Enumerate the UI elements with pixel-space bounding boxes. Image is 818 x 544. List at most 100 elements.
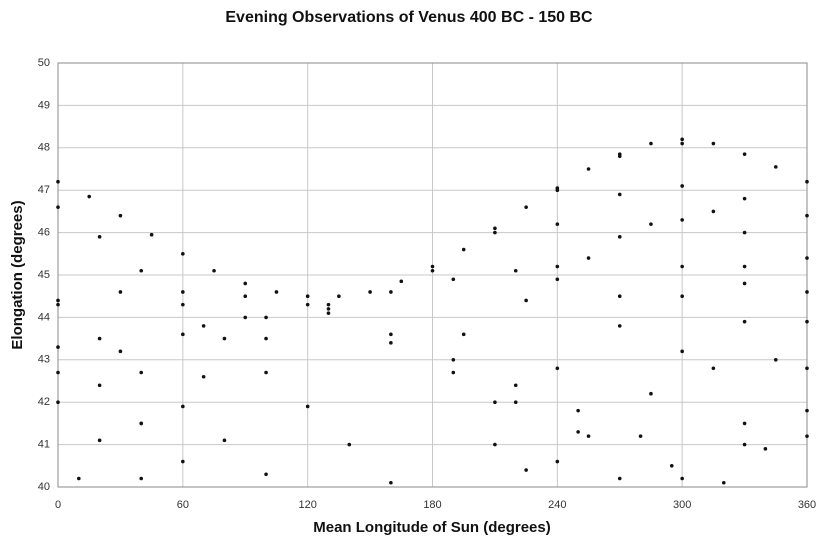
point	[118, 213, 123, 218]
point	[493, 230, 497, 235]
point	[649, 222, 653, 226]
point	[493, 442, 497, 447]
point	[711, 366, 716, 371]
point	[201, 324, 206, 328]
point	[555, 222, 560, 226]
y-tick-label: 48	[38, 142, 50, 154]
point	[97, 438, 102, 443]
point	[274, 290, 279, 294]
point	[524, 298, 528, 303]
point	[56, 370, 60, 375]
point	[711, 209, 716, 214]
point	[513, 400, 518, 405]
point	[649, 391, 653, 396]
point	[201, 374, 206, 379]
point	[805, 434, 809, 438]
point	[118, 290, 123, 294]
y-tick-label: 40	[38, 481, 50, 493]
point	[513, 268, 518, 273]
point	[493, 400, 497, 405]
point	[389, 341, 393, 345]
point	[87, 194, 92, 199]
point	[680, 349, 684, 354]
point	[742, 319, 747, 324]
point	[555, 459, 560, 464]
point	[97, 336, 102, 341]
point	[617, 294, 622, 299]
y-tick-label: 47	[38, 184, 50, 196]
point	[56, 302, 60, 307]
point	[326, 302, 331, 307]
y-tick-label: 46	[38, 227, 50, 239]
point	[77, 476, 81, 481]
point	[222, 336, 227, 341]
point	[742, 196, 747, 201]
point	[524, 468, 528, 472]
point	[586, 434, 591, 438]
point	[451, 277, 456, 282]
point	[243, 294, 248, 299]
point	[742, 442, 747, 447]
point	[264, 370, 268, 375]
point	[524, 205, 528, 209]
point	[56, 298, 60, 303]
x-tick-label: 60	[177, 499, 189, 511]
point	[513, 383, 518, 388]
point	[773, 358, 778, 362]
point	[347, 442, 352, 447]
x-tick-label: 0	[55, 499, 61, 511]
point	[805, 213, 809, 218]
point	[337, 294, 341, 299]
point	[222, 438, 227, 443]
point	[680, 476, 684, 481]
point	[139, 421, 144, 426]
point	[493, 226, 497, 231]
point	[243, 281, 248, 286]
point	[680, 141, 684, 146]
point	[586, 167, 591, 171]
point	[680, 184, 684, 188]
point	[805, 408, 809, 413]
point	[389, 480, 393, 485]
point	[56, 179, 60, 184]
point	[118, 349, 123, 354]
chart-title: Evening Observations of Venus 400 BC - 1…	[225, 9, 593, 26]
point	[181, 302, 185, 307]
point	[617, 154, 622, 159]
point	[461, 332, 466, 337]
point	[305, 404, 310, 409]
point	[149, 232, 154, 237]
point	[805, 256, 809, 260]
point	[139, 268, 144, 273]
y-tick-label: 41	[38, 439, 50, 451]
point	[742, 152, 747, 156]
point	[742, 281, 747, 286]
point	[181, 404, 185, 409]
point	[555, 277, 560, 282]
point	[649, 141, 653, 146]
point	[680, 218, 684, 222]
x-tick-label: 120	[298, 499, 316, 511]
point	[586, 256, 591, 260]
point	[430, 264, 435, 269]
point	[576, 430, 580, 434]
point	[181, 332, 185, 337]
point	[742, 230, 747, 235]
point	[56, 205, 60, 209]
x-tick-label: 240	[548, 499, 566, 511]
point	[305, 302, 310, 307]
y-tick-label: 50	[38, 57, 50, 69]
x-tick-label: 360	[798, 499, 816, 511]
point	[97, 235, 102, 239]
point	[430, 268, 435, 273]
point	[711, 141, 716, 146]
point	[555, 188, 560, 192]
point	[326, 307, 331, 311]
point	[805, 366, 809, 371]
y-tick-label: 44	[38, 311, 50, 323]
point	[389, 290, 393, 294]
y-tick-label: 43	[38, 354, 50, 366]
point	[181, 290, 185, 294]
point	[56, 345, 60, 349]
